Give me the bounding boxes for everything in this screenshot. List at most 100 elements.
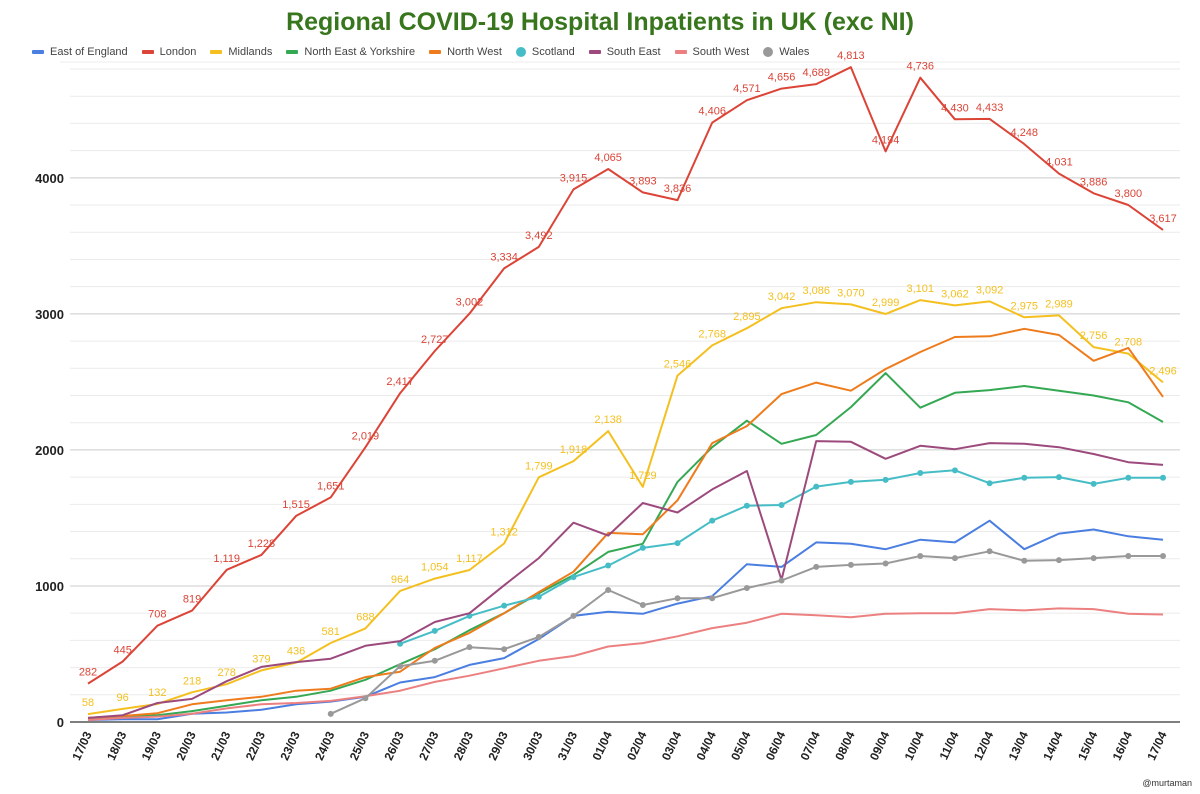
legend-label: North East & Yorkshire [304, 46, 416, 58]
legend-item[interactable]: South East [588, 46, 661, 58]
data-label-london: 1,119 [213, 553, 240, 565]
series-line-east-of-england [87, 519, 1164, 721]
data-label-midlands: 2,768 [698, 328, 726, 340]
data-label-london: 819 [183, 594, 201, 606]
data-label-midlands: 2,756 [1080, 330, 1108, 342]
data-label-london: 445 [113, 644, 131, 656]
legend-label: East of England [50, 46, 128, 58]
data-label-london: 282 [79, 667, 97, 679]
data-label-midlands: 2,708 [1115, 337, 1143, 349]
x-tick-label: 17/04 [1144, 729, 1170, 762]
legend: East of England London Midlands North East … [32, 46, 809, 58]
legend-label: London [159, 46, 197, 58]
data-label-london: 1,515 [282, 499, 310, 511]
credit-handle: @murtaman [1142, 778, 1192, 788]
data-label-midlands: 2,496 [1149, 365, 1177, 377]
series-line-north-east-yorkshire [87, 372, 1164, 721]
data-point-wales [674, 595, 681, 602]
data-label-london: 4,736 [906, 61, 934, 73]
data-point-wales [778, 577, 785, 584]
x-tick-label: 24/03 [312, 729, 338, 762]
x-tick-label: 09/04 [867, 729, 893, 762]
data-point-scotland [951, 467, 958, 474]
x-tick-label: 06/04 [763, 729, 789, 762]
data-label-midlands: 3,070 [837, 287, 865, 299]
data-label-midlands: 218 [183, 675, 201, 687]
x-tick-label: 05/04 [728, 729, 754, 762]
data-label-midlands: 1,729 [629, 470, 657, 482]
data-point-scotland [1090, 480, 1097, 487]
legend-label: Wales [779, 46, 810, 58]
legend-label: Scotland [531, 46, 575, 58]
data-label-london: 2,417 [386, 376, 414, 388]
data-point-wales [847, 561, 854, 568]
y-tick-label: 4000 [35, 171, 64, 186]
legend-item[interactable]: Scotland [515, 46, 575, 58]
data-point-wales [986, 548, 993, 555]
y-tick-label: 2000 [35, 443, 64, 458]
data-point-wales [1090, 555, 1097, 562]
legend-item[interactable]: East of England [32, 46, 128, 58]
data-label-london: 4,194 [872, 134, 900, 146]
legend-swatch [286, 50, 299, 54]
y-tick-label: 3000 [35, 307, 64, 322]
data-label-london: 3,886 [1080, 176, 1108, 188]
x-tick-label: 03/04 [659, 729, 685, 762]
data-label-midlands: 436 [287, 646, 305, 658]
data-label-midlands: 58 [82, 697, 94, 709]
data-label-midlands: 3,092 [976, 284, 1004, 296]
x-tick-label: 25/03 [347, 729, 373, 762]
x-tick-label: 27/03 [416, 729, 442, 762]
data-point-scotland [709, 517, 716, 524]
x-tick-label: 13/04 [1006, 729, 1032, 762]
series-line-north-west [87, 327, 1164, 719]
data-point-scotland [917, 470, 924, 477]
data-label-midlands: 581 [322, 626, 340, 638]
data-label-london: 4,656 [768, 72, 796, 84]
data-point-wales [1160, 553, 1166, 560]
data-label-london: 4,430 [941, 102, 969, 114]
data-label-london: 4,406 [698, 106, 726, 118]
data-label-midlands: 2,999 [872, 297, 900, 309]
data-point-scotland [674, 540, 681, 547]
legend-swatch [588, 50, 601, 54]
data-label-london: 4,248 [1011, 127, 1039, 139]
data-point-scotland [431, 627, 438, 634]
data-label-london: 4,689 [802, 67, 830, 79]
data-point-scotland [535, 593, 542, 600]
data-point-wales [397, 663, 404, 670]
x-tick-label: 02/04 [624, 729, 650, 762]
data-label-midlands: 1,054 [421, 562, 449, 574]
x-tick-label: 31/03 [555, 729, 581, 762]
legend-item[interactable]: North West [429, 46, 502, 58]
data-label-midlands: 96 [117, 692, 129, 704]
data-label-london: 4,433 [976, 102, 1004, 114]
legend-item[interactable]: South West [674, 46, 749, 58]
legend-item[interactable]: Wales [763, 46, 809, 58]
data-label-london: 3,492 [525, 230, 553, 242]
data-label-london: 4,571 [733, 83, 761, 95]
series-line-south-east [87, 440, 1164, 719]
data-point-wales [813, 563, 820, 570]
legend-item[interactable]: North East & Yorkshire [286, 46, 415, 58]
legend-item[interactable]: Midlands [210, 46, 272, 58]
data-point-wales [743, 584, 750, 591]
data-label-london: 4,031 [1045, 157, 1073, 169]
x-tick-label: 28/03 [451, 729, 477, 762]
legend-item[interactable]: London [141, 46, 197, 58]
legend-swatch [515, 47, 526, 57]
x-tick-label: 22/03 [243, 729, 269, 762]
data-point-scotland [1160, 474, 1166, 481]
x-tick-label: 15/04 [1075, 729, 1101, 762]
data-point-wales [917, 553, 924, 560]
legend-label: South East [606, 46, 661, 58]
data-point-wales [1021, 557, 1028, 564]
x-tick-label: 26/03 [381, 729, 407, 762]
data-point-scotland [882, 476, 889, 483]
data-point-scotland [570, 574, 577, 581]
data-label-midlands: 1,918 [560, 444, 588, 456]
series-line-midlands [87, 299, 1164, 716]
data-point-wales [951, 555, 958, 562]
series-line-wales [330, 550, 1163, 715]
